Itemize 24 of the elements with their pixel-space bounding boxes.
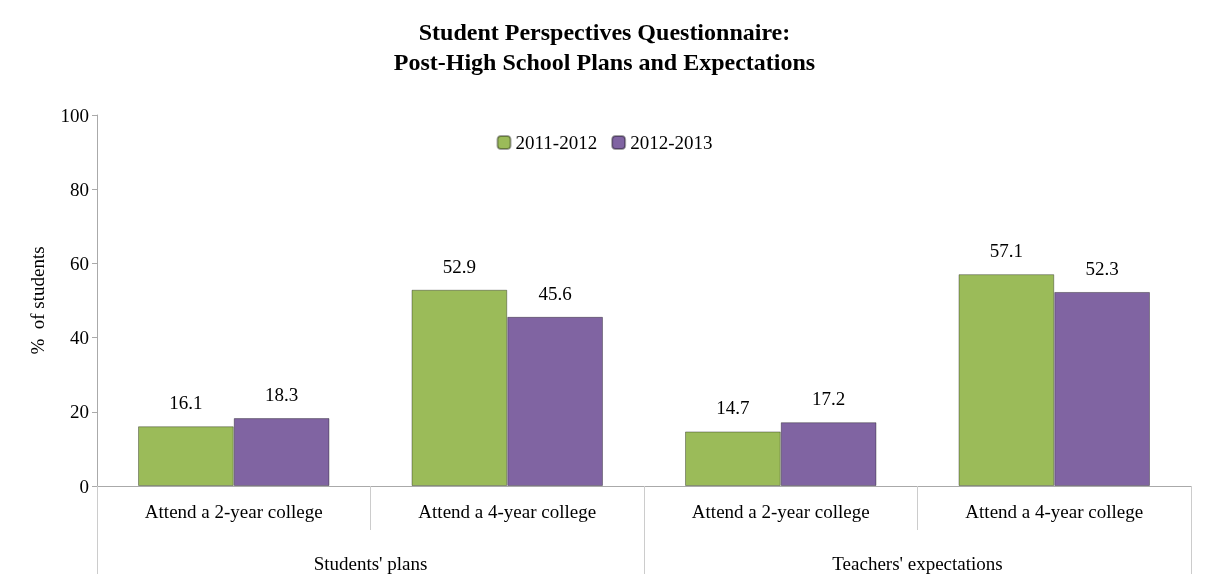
data-label: 18.3: [264, 384, 299, 406]
x-tick-label: Attend a 2-year college: [691, 501, 870, 522]
y-axis-title: % of students: [27, 246, 48, 355]
data-label: 45.6: [538, 282, 572, 304]
x-tick-label: Attend a 4-year college: [418, 501, 597, 522]
y-tick-label: 40: [70, 327, 89, 349]
chart-title: Student Perspectives Questionnaire: Post-High School Plans and Expectations: [393, 19, 816, 75]
y-tick-label: 80: [70, 178, 89, 200]
text: Students' plans: [313, 553, 428, 574]
legend-label: 2012-2013: [630, 132, 713, 153]
data-label: 52.9: [442, 255, 477, 277]
data-label: 14.7: [716, 397, 750, 419]
data-label: 16.1: [169, 392, 203, 414]
data-label: 52.3: [1085, 257, 1119, 279]
x-tick-label: Attend a 4-year college: [965, 501, 1144, 522]
y-tick-label: 60: [70, 252, 89, 274]
legend-label: 2011-2012: [515, 132, 598, 153]
y-tick-label: 20: [70, 401, 89, 423]
text: Teachers' expectations: [832, 553, 1003, 574]
data-label: 17.2: [811, 388, 846, 410]
y-tick-label: 100: [60, 104, 89, 126]
y-tick-label: 0: [79, 475, 89, 497]
data-label: 57.1: [989, 240, 1024, 262]
x-tick-label: Attend a 2-year college: [144, 501, 323, 522]
